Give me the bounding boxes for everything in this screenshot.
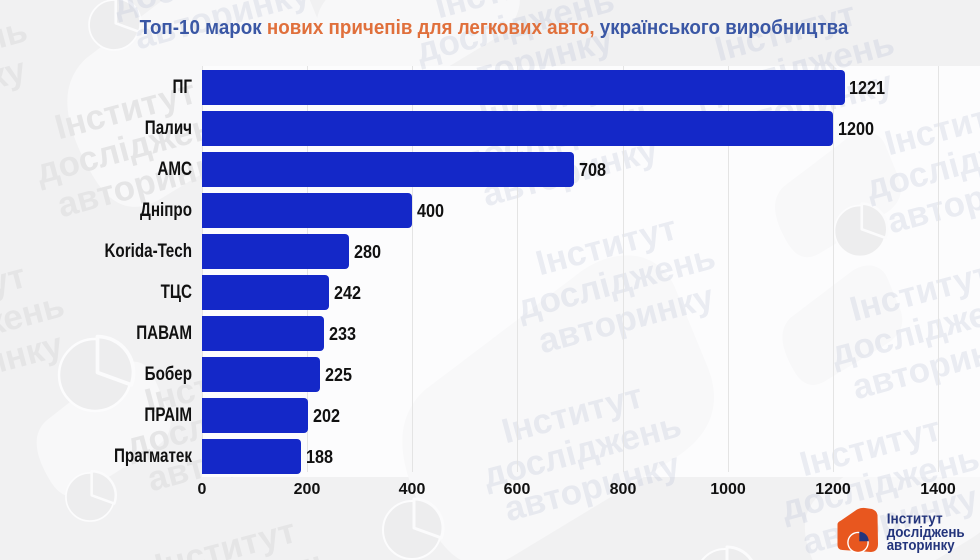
- svg-text:авторинку: авторинку: [887, 537, 956, 554]
- svg-text:досліджень: досліджень: [887, 524, 965, 541]
- svg-text:Інститут: Інститут: [887, 511, 943, 528]
